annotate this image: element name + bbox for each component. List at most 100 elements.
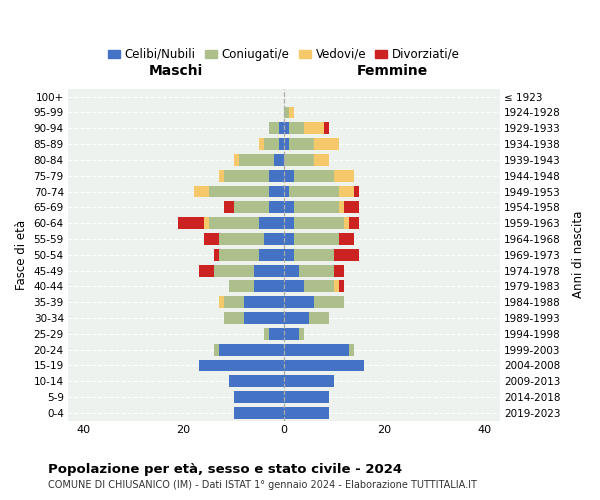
Bar (334, 264, 344, 276)
Bar (229, 280, 254, 292)
Text: COMUNE DI CHIUSANICO (IM) - Dati ISTAT 1° gennaio 2024 - Elaborazione TUTTITALIA: COMUNE DI CHIUSANICO (IM) - Dati ISTAT 1… (48, 480, 477, 490)
Bar (178, 217, 203, 229)
Bar (299, 264, 334, 276)
Bar (254, 280, 284, 292)
Bar (214, 344, 218, 355)
Bar (244, 296, 284, 308)
Bar (289, 122, 304, 134)
Bar (284, 391, 329, 403)
Bar (309, 312, 329, 324)
Bar (294, 170, 334, 181)
Bar (289, 106, 294, 118)
Bar (218, 344, 284, 355)
Bar (279, 122, 284, 134)
Bar (234, 407, 284, 419)
Bar (279, 138, 284, 150)
Bar (218, 249, 259, 260)
Text: Maschi: Maschi (149, 64, 203, 78)
Bar (269, 170, 284, 181)
Bar (304, 122, 324, 134)
Bar (284, 328, 299, 340)
Y-axis label: Anni di nascita: Anni di nascita (572, 211, 585, 298)
Bar (284, 106, 289, 118)
Legend: Celibi/Nubili, Coniugati/e, Vedovi/e, Divorziati/e: Celibi/Nubili, Coniugati/e, Vedovi/e, Di… (103, 43, 464, 66)
Bar (284, 217, 294, 229)
Bar (284, 312, 309, 324)
Bar (224, 170, 269, 181)
Bar (259, 138, 264, 150)
Bar (199, 360, 284, 372)
Bar (349, 344, 354, 355)
Bar (214, 264, 254, 276)
Bar (229, 376, 284, 387)
Bar (269, 122, 279, 134)
Bar (294, 249, 334, 260)
Bar (339, 280, 344, 292)
Bar (314, 138, 339, 150)
Bar (304, 280, 334, 292)
Bar (284, 407, 329, 419)
Bar (218, 170, 224, 181)
Bar (339, 202, 344, 213)
Bar (284, 360, 364, 372)
Bar (294, 202, 339, 213)
Bar (209, 186, 269, 198)
Bar (284, 344, 349, 355)
Bar (289, 186, 339, 198)
Text: Femmine: Femmine (356, 64, 428, 78)
Bar (294, 233, 339, 245)
Bar (284, 280, 304, 292)
Text: Popolazione per età, sesso e stato civile - 2024: Popolazione per età, sesso e stato civil… (48, 462, 402, 475)
Bar (284, 233, 294, 245)
Bar (269, 328, 284, 340)
Bar (314, 296, 344, 308)
Bar (284, 154, 314, 166)
Bar (269, 202, 284, 213)
Bar (203, 233, 218, 245)
Bar (269, 186, 284, 198)
Bar (199, 264, 214, 276)
Bar (264, 328, 269, 340)
Bar (284, 264, 299, 276)
Bar (224, 312, 244, 324)
Bar (339, 186, 354, 198)
Bar (218, 296, 224, 308)
Bar (194, 186, 209, 198)
Bar (334, 170, 354, 181)
Bar (314, 154, 329, 166)
Bar (284, 170, 294, 181)
Bar (284, 122, 289, 134)
Bar (274, 154, 284, 166)
Bar (284, 202, 294, 213)
Bar (234, 154, 239, 166)
Bar (214, 249, 218, 260)
Bar (203, 217, 209, 229)
Bar (264, 138, 279, 150)
Bar (344, 217, 349, 229)
Bar (224, 202, 234, 213)
Bar (294, 217, 344, 229)
Bar (264, 233, 284, 245)
Bar (299, 328, 304, 340)
Bar (289, 138, 314, 150)
Y-axis label: Fasce di età: Fasce di età (15, 220, 28, 290)
Bar (218, 233, 264, 245)
Bar (334, 280, 339, 292)
Bar (254, 264, 284, 276)
Bar (234, 391, 284, 403)
Bar (284, 186, 289, 198)
Bar (259, 217, 284, 229)
Bar (259, 249, 284, 260)
Bar (209, 217, 259, 229)
Bar (324, 122, 329, 134)
Bar (349, 217, 359, 229)
Bar (339, 233, 354, 245)
Bar (344, 202, 359, 213)
Bar (284, 138, 289, 150)
Bar (234, 202, 269, 213)
Bar (354, 186, 359, 198)
Bar (334, 249, 359, 260)
Bar (239, 154, 274, 166)
Bar (284, 296, 314, 308)
Bar (284, 249, 294, 260)
